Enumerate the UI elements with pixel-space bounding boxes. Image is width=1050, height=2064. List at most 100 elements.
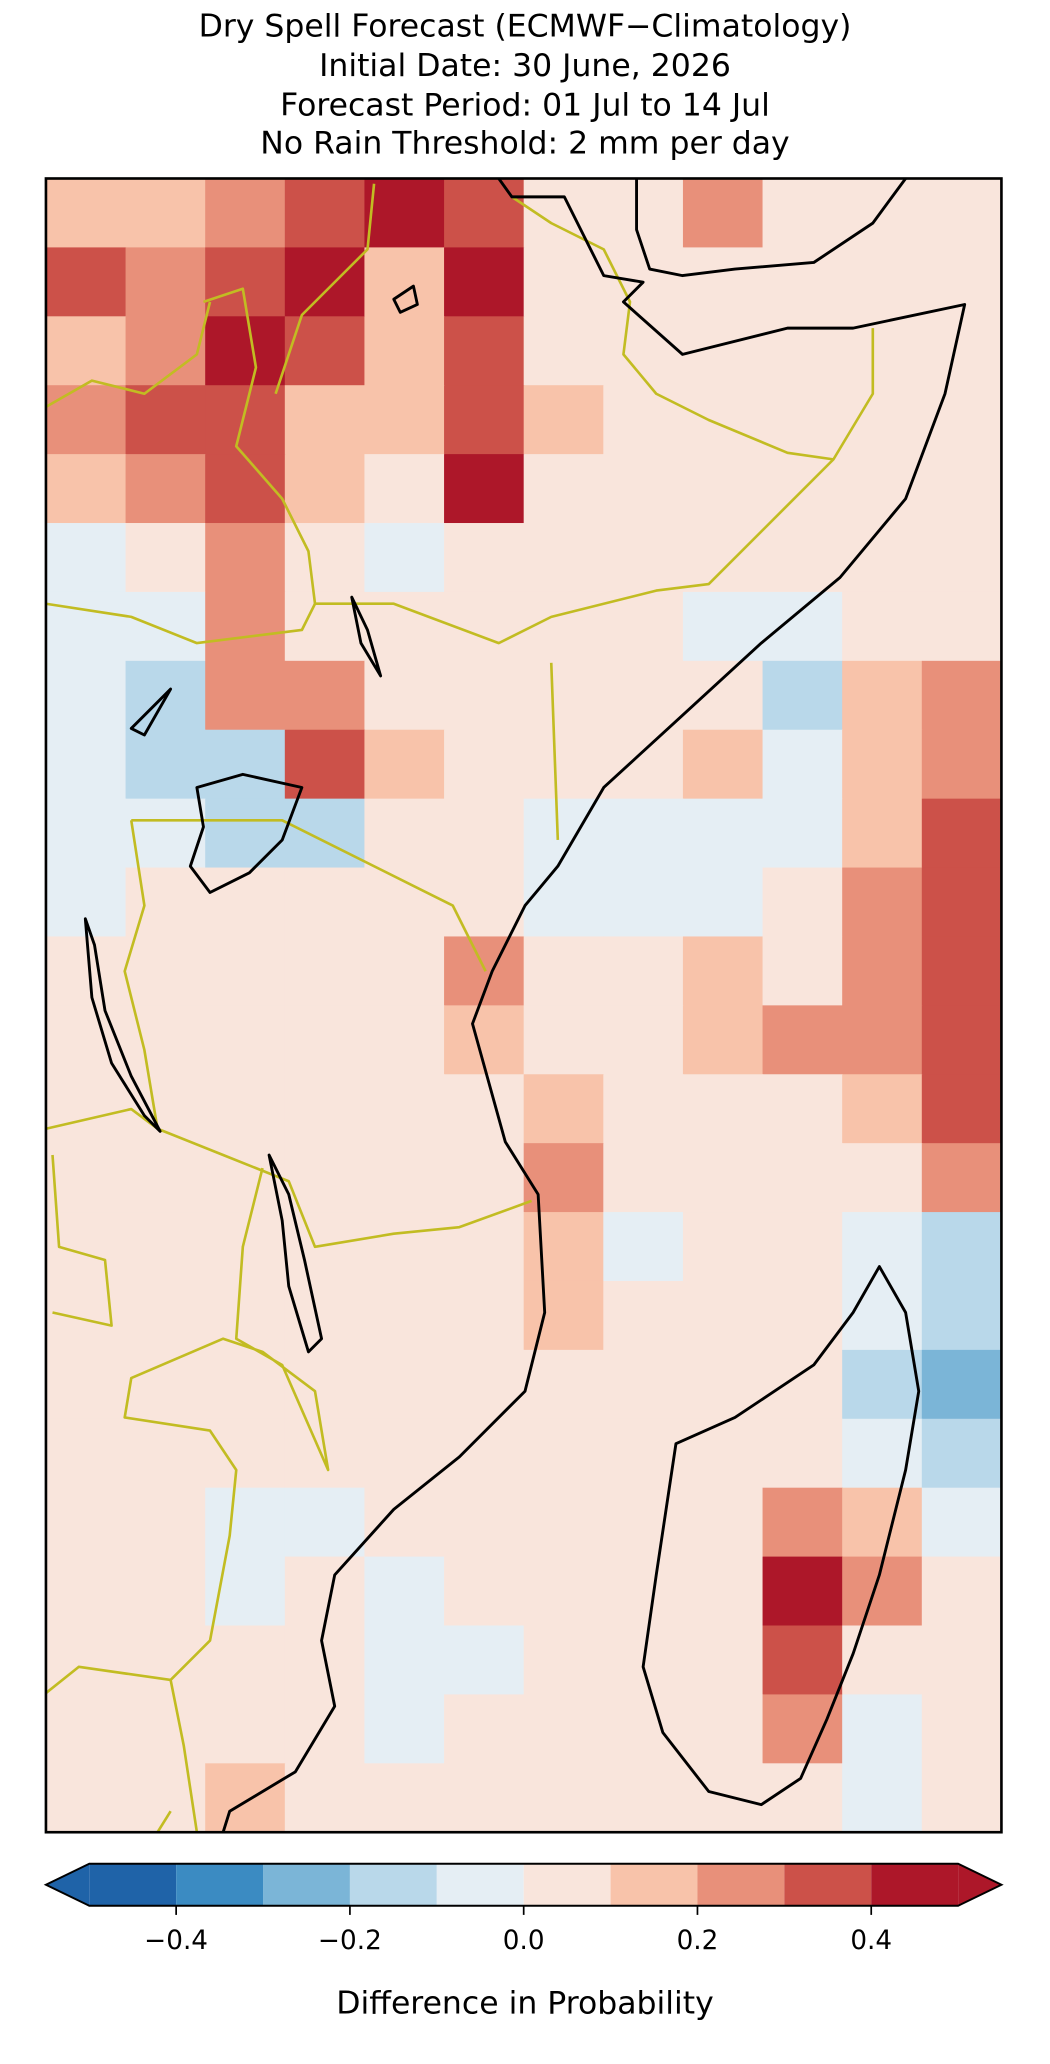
grid-cell bbox=[444, 660, 525, 731]
lake bbox=[267, 1153, 324, 1354]
colorbar-tick-label: 0.2 bbox=[677, 1926, 719, 1956]
grid-cell bbox=[603, 1074, 684, 1144]
grid-cell bbox=[45, 1556, 127, 1627]
grid-cell bbox=[284, 660, 366, 731]
grid-cell bbox=[762, 1074, 843, 1144]
grid-cell bbox=[284, 1143, 366, 1213]
grid-cell bbox=[284, 867, 366, 938]
colorbar-segment bbox=[784, 1863, 872, 1906]
lake bbox=[129, 687, 173, 737]
grid-cell bbox=[842, 1005, 923, 1075]
border bbox=[549, 662, 560, 841]
grid-cell bbox=[523, 523, 604, 593]
grid-cell bbox=[45, 1694, 127, 1764]
grid-cell bbox=[523, 1349, 604, 1420]
grid-cell bbox=[45, 454, 127, 524]
grid-cell bbox=[603, 523, 684, 593]
grid-cell bbox=[682, 1487, 764, 1558]
title-line: No Rain Threshold: 2 mm per day bbox=[260, 126, 789, 162]
grid-cell bbox=[125, 1280, 206, 1351]
grid-cell bbox=[284, 1763, 366, 1833]
grid-cell bbox=[444, 178, 525, 249]
grid-cell bbox=[921, 1556, 1002, 1627]
colorbar-tick-label: −0.4 bbox=[144, 1926, 208, 1956]
grid-cell bbox=[842, 867, 923, 938]
grid-cell bbox=[45, 936, 127, 1007]
border bbox=[131, 818, 487, 972]
grid-cell bbox=[921, 936, 1002, 1007]
grid-cell bbox=[921, 729, 1002, 800]
colorbar-label: Difference in Probability bbox=[336, 1985, 713, 2021]
grid-cell bbox=[523, 1556, 604, 1627]
grid-cell bbox=[842, 523, 923, 593]
grid-cell bbox=[444, 1763, 525, 1833]
grid-cell bbox=[364, 1212, 445, 1282]
grid-cell bbox=[125, 316, 206, 386]
grid-cell bbox=[444, 1418, 525, 1489]
grid-cell bbox=[603, 1212, 684, 1282]
grid-cell bbox=[842, 385, 923, 455]
colorbar-outline bbox=[43, 1862, 1004, 1907]
grid-cell bbox=[205, 1212, 286, 1282]
grid-cell bbox=[921, 1349, 1002, 1420]
grid-cell bbox=[125, 1694, 206, 1764]
grid-cell bbox=[682, 1625, 764, 1696]
grid-cell bbox=[682, 247, 764, 317]
grid-cell bbox=[762, 591, 843, 662]
grid-cell bbox=[842, 247, 923, 317]
grid-cell bbox=[603, 591, 684, 662]
grid-cell bbox=[364, 936, 445, 1007]
grid-cell bbox=[125, 1349, 206, 1420]
grid-cell bbox=[603, 1280, 684, 1351]
grid-cell bbox=[125, 1556, 206, 1627]
grid-cell bbox=[45, 316, 127, 386]
grid-cell bbox=[603, 798, 684, 869]
grid-cell bbox=[682, 1556, 764, 1627]
grid-cell bbox=[682, 1280, 764, 1351]
colorbar-extension bbox=[45, 1863, 90, 1906]
grid-cell bbox=[682, 1694, 764, 1764]
grid-cell bbox=[523, 247, 604, 317]
grid-cell bbox=[125, 1005, 206, 1075]
grid-cell bbox=[125, 523, 206, 593]
colorbar-segment bbox=[871, 1863, 959, 1906]
grid-cell bbox=[364, 1763, 445, 1833]
grid-cell bbox=[205, 316, 286, 386]
grid-cell bbox=[125, 936, 206, 1007]
grid-cell bbox=[125, 178, 206, 249]
grid-cell bbox=[205, 385, 286, 455]
grid-cell bbox=[364, 1143, 445, 1213]
grid-cell bbox=[921, 1487, 1002, 1558]
grid-cell bbox=[842, 1143, 923, 1213]
grid-cell bbox=[205, 798, 286, 869]
grid-cell bbox=[364, 1556, 445, 1627]
grid-cell bbox=[205, 1005, 286, 1075]
grid-cell bbox=[762, 523, 843, 593]
grid-cell bbox=[682, 178, 764, 249]
grid-cell bbox=[284, 1487, 366, 1558]
grid-cell bbox=[523, 729, 604, 800]
grid-cell bbox=[603, 178, 684, 249]
grid-cell bbox=[364, 867, 445, 938]
grid-cell bbox=[921, 1074, 1002, 1144]
grid-cell bbox=[205, 1280, 286, 1351]
border bbox=[123, 820, 533, 1249]
grid-cell bbox=[682, 1005, 764, 1075]
grid-cell bbox=[921, 178, 1002, 249]
grid-cell bbox=[364, 798, 445, 869]
grid-cell bbox=[762, 867, 843, 938]
map-frame bbox=[44, 177, 1003, 1834]
grid-cell bbox=[523, 1212, 604, 1282]
grid-cell bbox=[842, 178, 923, 249]
grid-cell bbox=[284, 1212, 366, 1282]
grid-cell bbox=[444, 1143, 525, 1213]
colorbar-tick-label: 0.0 bbox=[503, 1926, 545, 1956]
grid-cell bbox=[205, 178, 286, 249]
grid-cell bbox=[444, 1212, 525, 1282]
grid-cell bbox=[523, 454, 604, 524]
grid-cell bbox=[603, 1005, 684, 1075]
coastline bbox=[635, 178, 907, 278]
grid-cell bbox=[842, 1625, 923, 1696]
grid-cell bbox=[762, 1418, 843, 1489]
